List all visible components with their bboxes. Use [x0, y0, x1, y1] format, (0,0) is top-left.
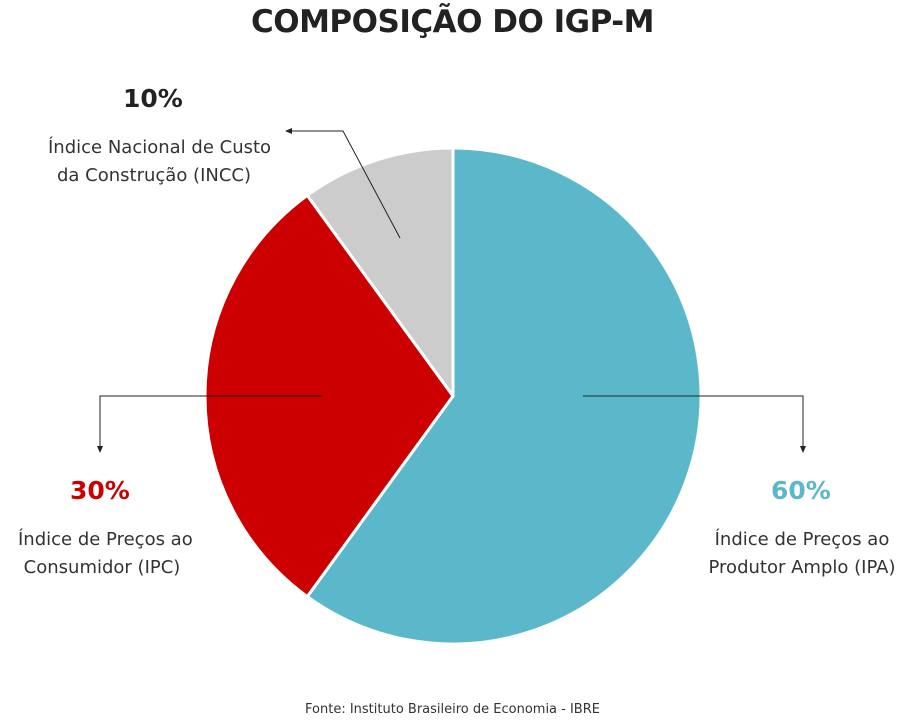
leader-line-incc: [285, 128, 401, 239]
leader-line-ipa: [583, 395, 806, 453]
ipa-label: Índice de Preços ao Produtor Amplo (IPA): [706, 526, 898, 582]
incc-label: Índice Nacional de Custo da Construção (…: [48, 134, 272, 190]
ipa-label-line2: Produtor Amplo (IPA): [708, 557, 896, 578]
pie-slice-incc: [305, 146, 455, 398]
ipc-value-label: 30%: [70, 476, 130, 505]
incc-label-line1: Índice Nacional de Custo: [48, 137, 272, 158]
source-note: Fonte: Instituto Brasileiro de Economia …: [305, 702, 600, 717]
pie-slice-ipa: [305, 146, 703, 646]
leader-line-ipc: [97, 395, 322, 453]
ipc-label-line1: Índice de Preços ao: [18, 529, 193, 550]
ipa-value-label: 60%: [771, 476, 831, 505]
chart-title: COMPOSIÇÃO DO IGP-M: [250, 4, 655, 40]
incc-label-line2: da Construção (INCC): [56, 165, 252, 186]
incc-value-label: 10%: [123, 84, 183, 113]
ipc-label: Índice de Preços ao Consumidor (IPC): [18, 526, 193, 582]
ipa-label-line1: Índice de Preços ao: [714, 529, 890, 550]
ipc-label-line2: Consumidor (IPC): [23, 557, 181, 578]
